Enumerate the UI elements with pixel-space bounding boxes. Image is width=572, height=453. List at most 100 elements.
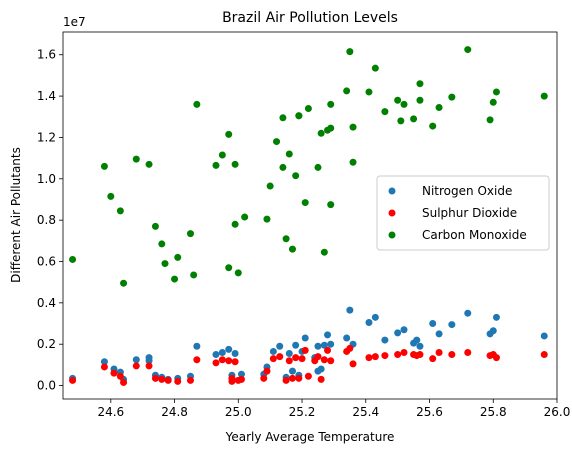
data-point <box>100 162 108 170</box>
data-point <box>292 341 300 349</box>
data-point <box>448 351 456 359</box>
axes-layer: 24.6 24.8 25.0 25.2 25.4 25.6 25.8 26.0 0.0 0.2 0.… <box>37 48 570 419</box>
data-point <box>365 319 373 326</box>
plot-area <box>62 31 558 400</box>
data-point <box>314 342 322 350</box>
y-tick-label: 0.4 <box>37 296 56 310</box>
data-point <box>295 112 303 120</box>
data-point <box>158 375 166 383</box>
data-point <box>295 374 303 382</box>
data-point <box>435 103 443 111</box>
data-point <box>116 207 124 215</box>
data-point <box>190 271 198 279</box>
data-point <box>151 222 159 230</box>
data-point <box>301 199 309 207</box>
data-point <box>225 357 233 365</box>
data-point <box>346 306 354 314</box>
data-point <box>317 375 325 383</box>
data-point <box>260 374 268 382</box>
data-point <box>400 348 408 356</box>
data-point <box>492 313 500 321</box>
data-point <box>540 351 548 359</box>
data-point <box>381 352 389 360</box>
data-point <box>327 340 335 348</box>
data-point <box>365 354 373 362</box>
data-point <box>301 346 309 354</box>
series-layer <box>69 46 548 386</box>
series-2 <box>69 46 548 287</box>
x-tick-label: 25.6 <box>416 405 443 419</box>
data-point <box>327 100 335 108</box>
data-point <box>193 100 201 108</box>
data-point <box>292 172 300 180</box>
data-point <box>225 130 233 138</box>
data-point <box>486 116 494 124</box>
data-point <box>288 374 296 382</box>
data-point <box>158 240 166 248</box>
data-point <box>304 372 312 380</box>
data-point <box>263 367 271 375</box>
data-point <box>320 356 328 364</box>
data-point <box>234 269 242 277</box>
data-point <box>324 346 332 354</box>
legend-label: Nitrogen Oxide <box>422 184 512 198</box>
data-point <box>343 87 351 95</box>
data-point <box>448 321 456 329</box>
y-tick-label: 1.4 <box>37 89 56 103</box>
series-0 <box>69 306 548 383</box>
data-point <box>429 122 437 130</box>
data-point <box>464 46 472 54</box>
data-point <box>314 163 322 171</box>
data-point <box>346 48 354 56</box>
data-point <box>540 332 548 340</box>
data-point <box>416 342 424 350</box>
data-point <box>174 377 182 385</box>
y-tick-label: 1.0 <box>37 172 56 186</box>
data-point <box>394 329 402 337</box>
data-point <box>285 150 293 158</box>
series-1 <box>69 344 548 386</box>
data-point <box>276 342 284 350</box>
legend-marker <box>388 187 396 195</box>
data-point <box>371 64 379 72</box>
data-point <box>320 248 328 256</box>
y-tick-label: 1.6 <box>37 48 56 62</box>
data-point <box>349 158 357 166</box>
data-point <box>107 192 115 200</box>
data-point <box>448 93 456 101</box>
data-point <box>279 163 287 171</box>
data-point <box>381 336 389 344</box>
data-point <box>145 362 153 370</box>
data-point <box>394 351 402 359</box>
data-point <box>400 326 408 334</box>
data-point <box>225 345 233 353</box>
data-point <box>116 372 124 380</box>
data-point <box>263 215 271 223</box>
data-point <box>193 356 201 364</box>
data-point <box>435 348 443 356</box>
data-point <box>120 378 128 386</box>
x-tick-label: 24.8 <box>161 405 188 419</box>
legend-marker <box>388 209 396 217</box>
data-point <box>416 351 424 359</box>
x-tick-label: 25.2 <box>289 405 316 419</box>
data-point <box>540 92 548 100</box>
data-point <box>266 182 274 190</box>
data-point <box>394 96 402 104</box>
data-point <box>132 155 140 163</box>
x-axis-label: Yearly Average Temperature <box>225 430 395 444</box>
data-point <box>413 336 421 344</box>
data-point <box>371 313 379 321</box>
data-point <box>273 138 281 146</box>
data-point <box>231 160 239 168</box>
data-point <box>298 355 306 363</box>
legend: Nitrogen Oxide Sulphur Dioxide Carbon Mono… <box>376 175 550 251</box>
y-offset-label: 1e7 <box>63 15 86 29</box>
data-point <box>410 115 418 123</box>
legend-label: Carbon Monoxide <box>422 228 527 242</box>
data-point <box>171 275 179 283</box>
data-point <box>314 367 322 375</box>
legend-label: Sulphur Dioxide <box>422 206 517 220</box>
data-point <box>320 341 328 349</box>
